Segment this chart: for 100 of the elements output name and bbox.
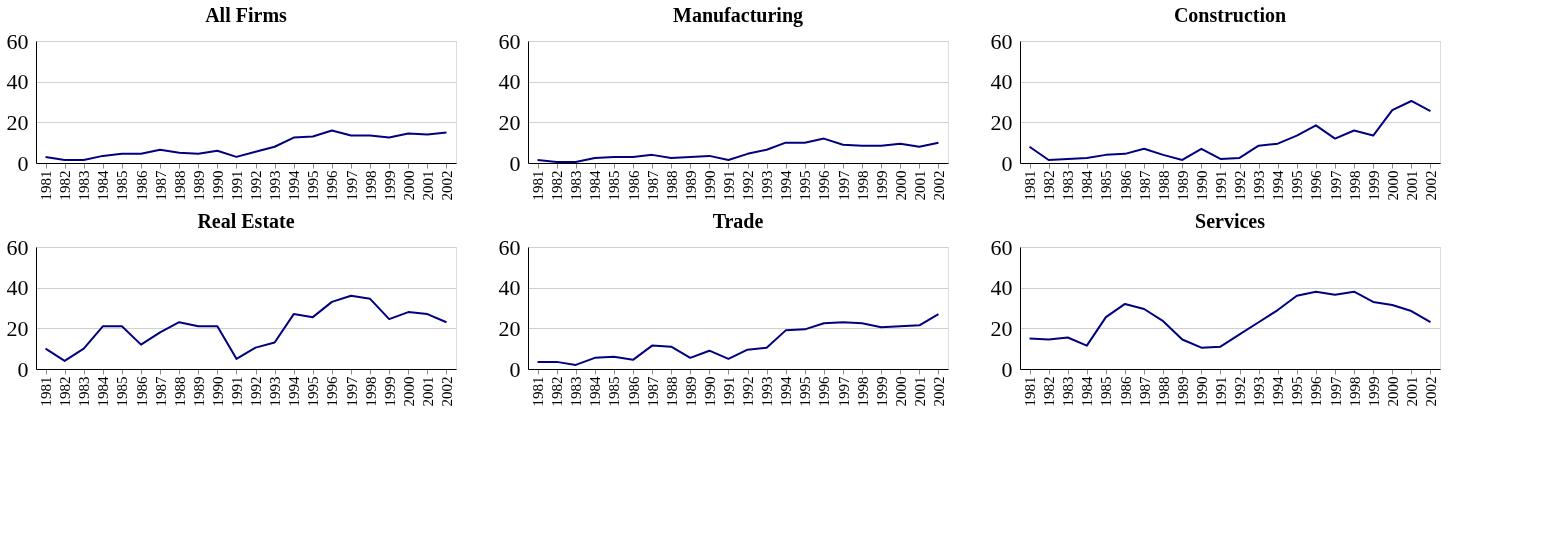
line-series bbox=[536, 137, 940, 163]
x-tick-label: 1990 bbox=[701, 376, 718, 407]
chart-title: Services bbox=[1195, 210, 1266, 232]
y-tick-label: 40 bbox=[6, 69, 29, 95]
x-tick-label: 1987 bbox=[152, 376, 169, 407]
x-tick-label: 1984 bbox=[1079, 170, 1096, 201]
x-tick-label: 1989 bbox=[1174, 170, 1191, 201]
y-tick-label: 40 bbox=[990, 275, 1013, 301]
y-tick-label: 20 bbox=[498, 109, 521, 135]
x-tick-label: 1982 bbox=[549, 376, 566, 407]
x-tick-label: 1997 bbox=[343, 170, 360, 201]
x-tick-label: 1982 bbox=[1041, 376, 1058, 407]
y-tick-label: 60 bbox=[990, 28, 1013, 54]
x-tick-label: 1993 bbox=[267, 170, 284, 201]
x-tick-label: 1992 bbox=[1232, 170, 1249, 201]
x-tick-label: 1988 bbox=[171, 170, 188, 201]
x-tick-label: 1991 bbox=[720, 376, 737, 407]
x-tick-label: 1999 bbox=[381, 376, 398, 407]
x-tick-label: 1996 bbox=[324, 170, 341, 201]
x-tick-label: 1999 bbox=[873, 376, 890, 407]
x-tick-label: 1996 bbox=[324, 376, 341, 407]
x-tick-label: 1985 bbox=[1098, 170, 1115, 201]
x-tick-label: 1981 bbox=[38, 170, 55, 201]
x-tick-label: 1991 bbox=[1212, 376, 1229, 407]
x-tick-label: 2000 bbox=[892, 376, 909, 407]
y-tick-label: 20 bbox=[990, 109, 1013, 135]
x-tick-label: 1992 bbox=[248, 170, 265, 201]
x-tick-label: 1994 bbox=[1270, 376, 1287, 407]
x-tick-label: 1997 bbox=[1327, 170, 1344, 201]
y-tick-label: 60 bbox=[990, 234, 1013, 260]
x-tick-label: 2000 bbox=[892, 170, 909, 201]
x-tick-label: 1984 bbox=[95, 170, 112, 201]
x-tick-label: 1994 bbox=[286, 170, 303, 201]
x-tick-label: 1983 bbox=[568, 376, 585, 407]
x-tick-label: 2000 bbox=[400, 170, 417, 201]
x-tick-label: 1987 bbox=[644, 170, 661, 201]
x-tick-label: 1993 bbox=[759, 376, 776, 407]
x-tick-label: 1981 bbox=[38, 376, 55, 407]
x-tick-label: 1994 bbox=[1270, 170, 1287, 201]
x-tick-label: 1983 bbox=[1060, 376, 1077, 407]
x-tick-label: 1988 bbox=[663, 376, 680, 407]
x-tick-label: 1997 bbox=[835, 376, 852, 407]
x-tick-label: 1990 bbox=[701, 170, 718, 201]
x-tick-label: 1994 bbox=[778, 376, 795, 407]
x-tick-label: 1986 bbox=[1117, 170, 1134, 201]
x-tick-label: 1992 bbox=[740, 170, 757, 201]
x-tick-label: 1982 bbox=[57, 170, 74, 201]
x-tick-label: 1982 bbox=[549, 170, 566, 201]
x-tick-label: 1990 bbox=[209, 376, 226, 407]
x-tick-label: 2002 bbox=[438, 376, 455, 407]
x-tick-label: 1981 bbox=[1022, 376, 1039, 407]
y-tick-label: 20 bbox=[990, 315, 1013, 341]
x-tick-label: 1999 bbox=[1365, 170, 1382, 201]
x-tick-label: 1987 bbox=[1136, 376, 1153, 407]
y-tick-label: 20 bbox=[6, 109, 29, 135]
line-series bbox=[1028, 290, 1432, 349]
y-tick-label: 20 bbox=[498, 315, 521, 341]
x-tick-label: 1998 bbox=[1346, 376, 1363, 407]
x-tick-label: 1995 bbox=[1289, 376, 1306, 407]
line-series bbox=[1028, 99, 1432, 161]
y-tick-label: 0 bbox=[17, 150, 29, 176]
x-tick-label: 1999 bbox=[1365, 376, 1382, 407]
line-series bbox=[44, 129, 448, 161]
x-tick-label: 1996 bbox=[1308, 376, 1325, 407]
x-tick-label: 1982 bbox=[1041, 170, 1058, 201]
x-tick-label: 1991 bbox=[228, 170, 245, 201]
x-tick-label: 1986 bbox=[625, 376, 642, 407]
x-tick-label: 1988 bbox=[1155, 376, 1172, 407]
x-tick-label: 1984 bbox=[95, 376, 112, 407]
chart-title: Manufacturing bbox=[673, 4, 803, 27]
x-tick-label: 1995 bbox=[1289, 170, 1306, 201]
x-tick-label: 1983 bbox=[568, 170, 585, 201]
x-tick-label: 1985 bbox=[1098, 376, 1115, 407]
x-tick-label: 1993 bbox=[267, 376, 284, 407]
x-tick-label: 1997 bbox=[1327, 376, 1344, 407]
y-tick-label: 0 bbox=[17, 356, 29, 382]
x-tick-label: 2001 bbox=[419, 376, 436, 407]
x-tick-label: 1991 bbox=[228, 376, 245, 407]
x-tick-label: 2000 bbox=[1384, 376, 1401, 407]
x-tick-label: 1995 bbox=[797, 376, 814, 407]
x-tick-label: 2002 bbox=[930, 170, 947, 201]
y-tick-label: 60 bbox=[498, 234, 521, 260]
x-tick-label: 1985 bbox=[606, 376, 623, 407]
x-tick-label: 2002 bbox=[438, 170, 455, 201]
x-tick-label: 1986 bbox=[133, 170, 150, 201]
x-tick-label: 1994 bbox=[778, 170, 795, 201]
x-tick-label: 1998 bbox=[854, 376, 871, 407]
y-tick-label: 60 bbox=[6, 234, 29, 260]
chart-title: Construction bbox=[1173, 4, 1287, 26]
x-tick-label: 1986 bbox=[133, 376, 150, 407]
x-tick-label: 1993 bbox=[759, 170, 776, 201]
x-tick-label: 1991 bbox=[720, 170, 737, 201]
chart-title: All Firms bbox=[205, 4, 288, 26]
x-tick-label: 1990 bbox=[209, 170, 226, 201]
y-tick-label: 40 bbox=[6, 275, 29, 301]
y-tick-label: 0 bbox=[1001, 356, 1013, 382]
x-tick-label: 1984 bbox=[587, 170, 604, 201]
x-tick-label: 2001 bbox=[1403, 376, 1420, 407]
x-tick-label: 1989 bbox=[682, 170, 699, 201]
y-tick-label: 0 bbox=[509, 356, 521, 382]
